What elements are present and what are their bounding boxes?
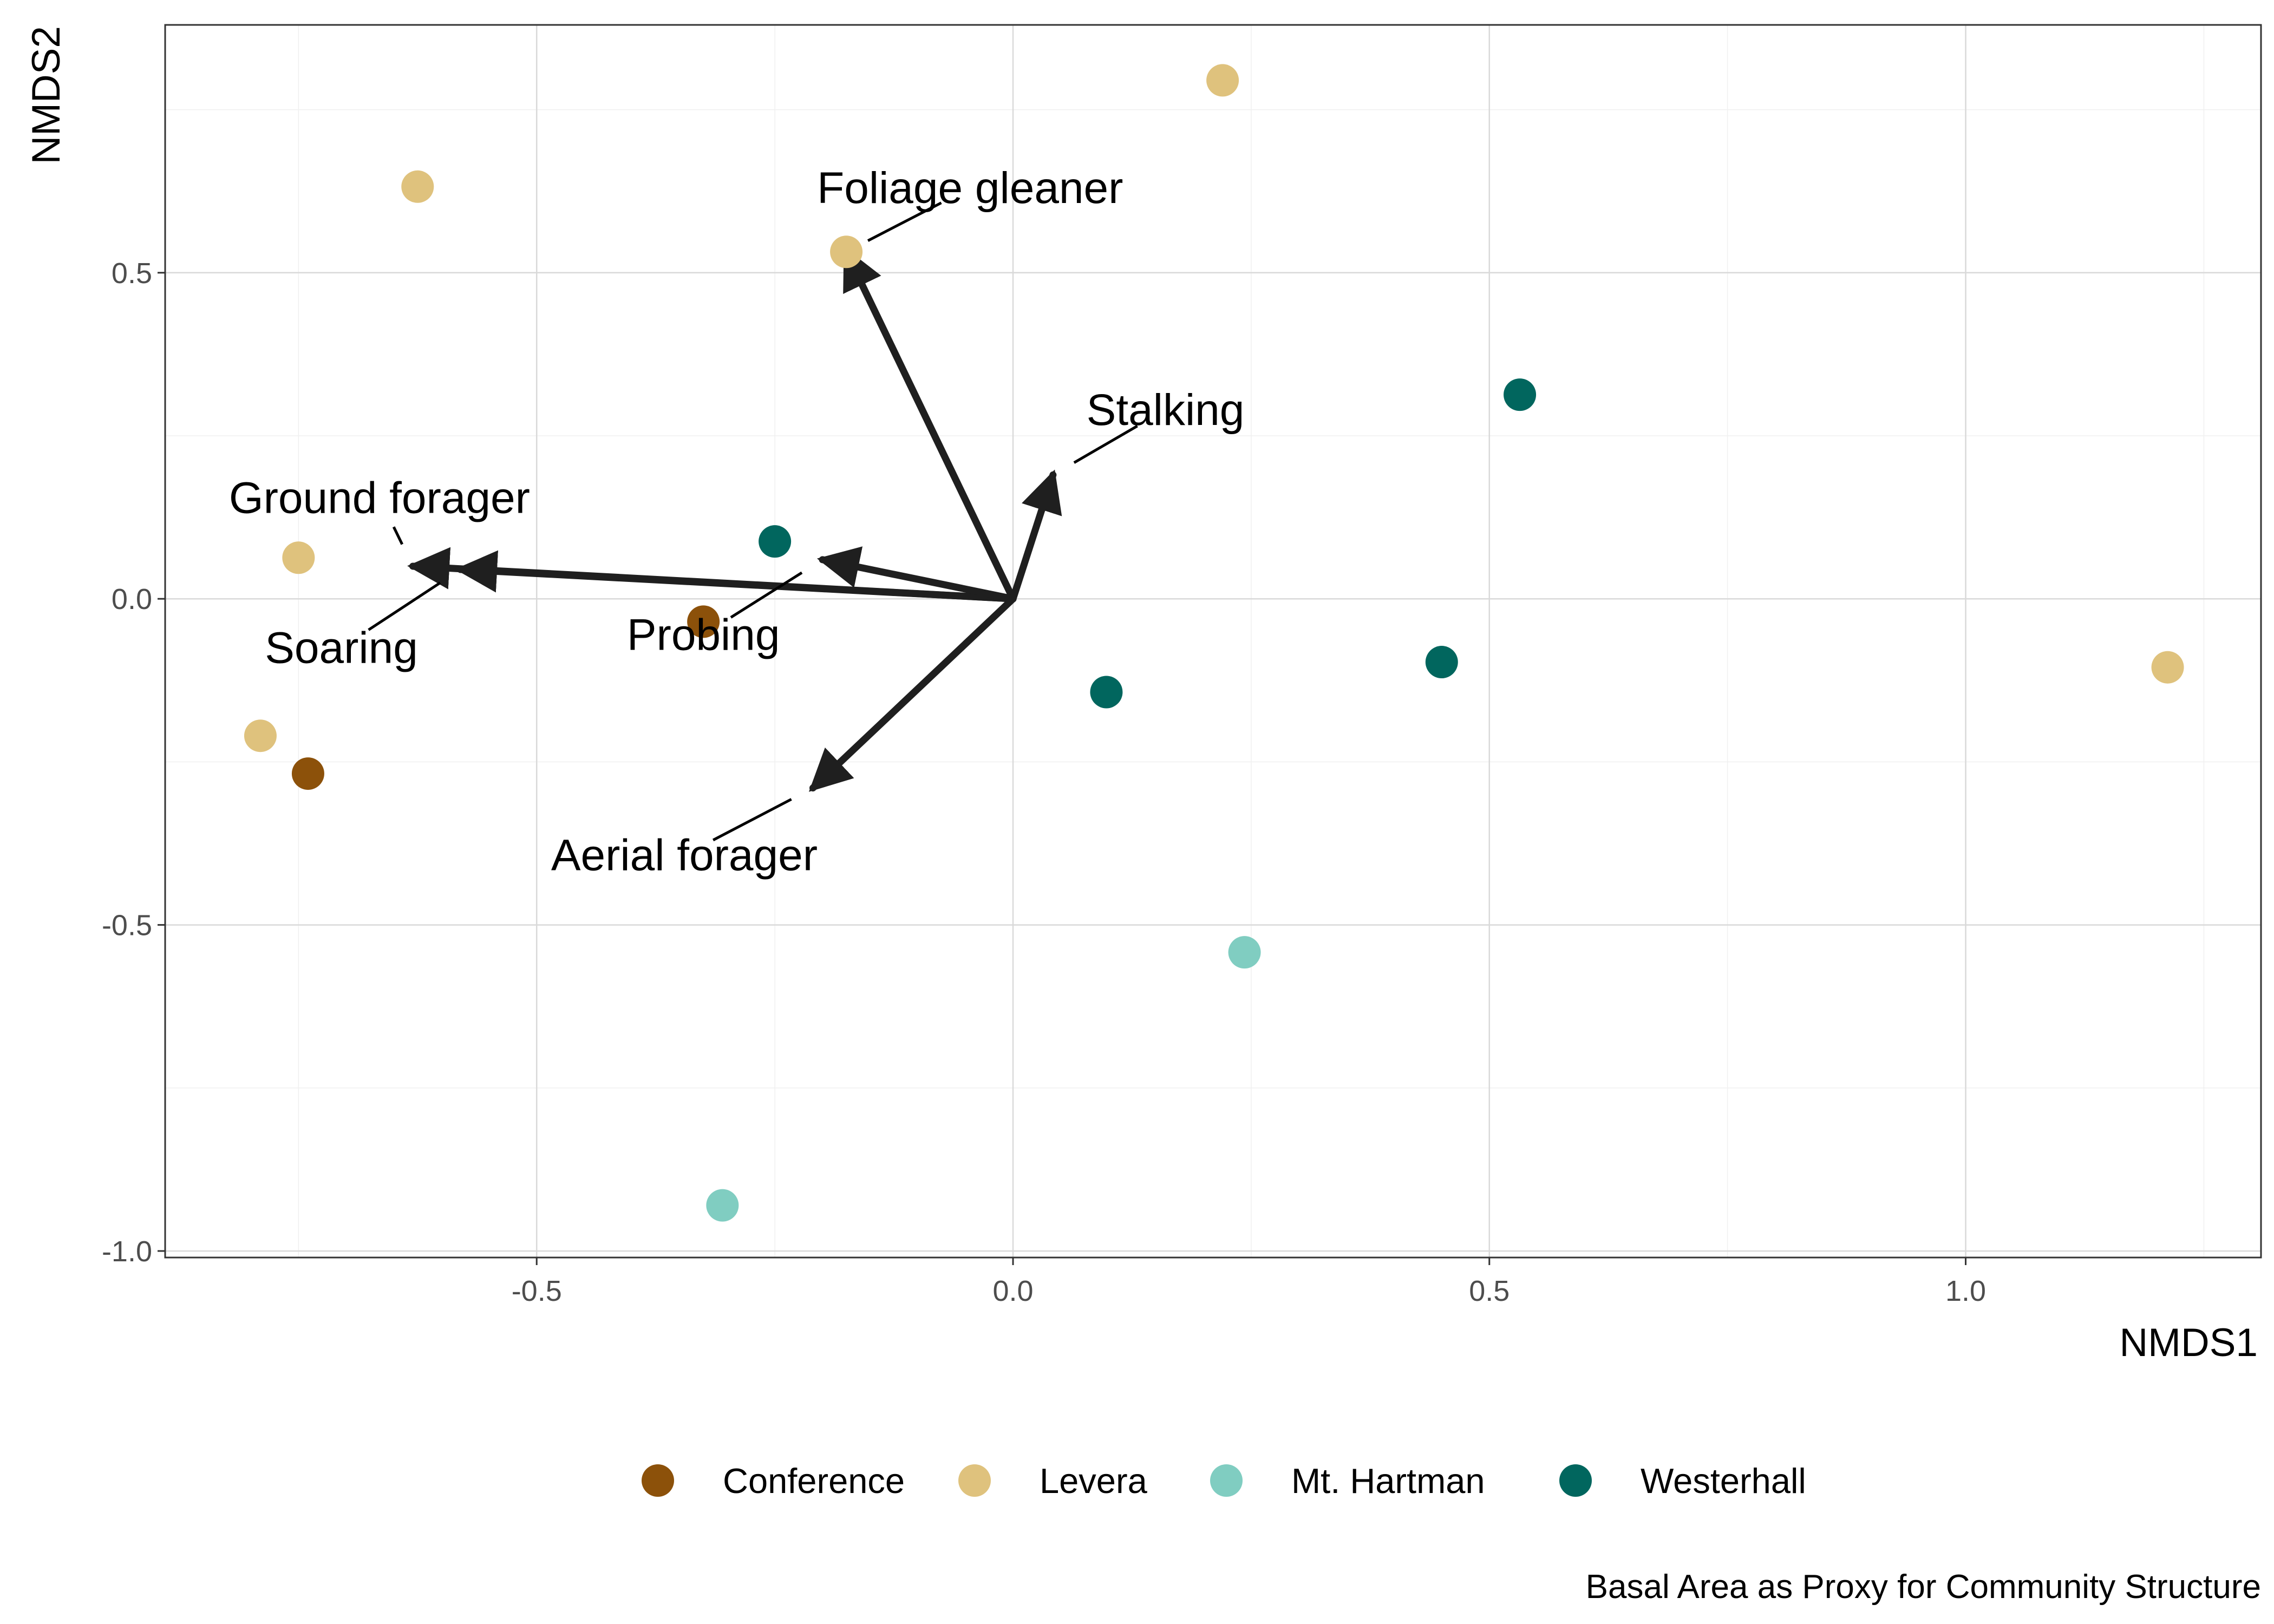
vector-label-leader	[730, 571, 803, 619]
site-point	[830, 235, 863, 269]
legend-label: Conference	[723, 1461, 905, 1501]
vector-label-leader	[867, 201, 942, 242]
legend-key	[1210, 1464, 1243, 1497]
site-point	[401, 170, 434, 203]
legend-label: Westerhall	[1641, 1461, 1806, 1501]
vector-label-leader	[712, 798, 792, 842]
site-point	[759, 525, 792, 558]
legend-key	[642, 1464, 674, 1497]
vector-arrow	[842, 246, 1017, 603]
legend-key	[1559, 1464, 1592, 1497]
vector-arrow	[1009, 469, 1062, 603]
vector-label: Stalking	[1087, 385, 1245, 435]
x-axis-title: NMDS1	[2119, 1321, 2258, 1365]
plot-panel-border	[164, 24, 2262, 1259]
x-tick-label: 0.0	[992, 1275, 1033, 1307]
y-tick-label: 0.0	[112, 583, 152, 615]
chart-caption: Basal Area as Proxy for Community Struct…	[1586, 1568, 2261, 1606]
vector-arrow	[455, 550, 1017, 603]
vector-label-leader	[368, 581, 441, 631]
site-point	[1504, 378, 1537, 411]
y-tick-label: -0.5	[102, 909, 152, 942]
vector-label-leader	[1073, 424, 1138, 464]
site-point	[244, 719, 277, 752]
x-tick-label: 1.0	[1945, 1275, 1986, 1307]
vector-arrow	[816, 546, 1017, 603]
site-point	[291, 757, 324, 790]
axis-layer: -0.5 0.0 0.5 1.0 -1.0 -0.5 0.0 0.5	[102, 257, 1986, 1307]
y-axis-title: NMDS2	[24, 26, 68, 165]
vector-label: Soaring	[265, 624, 418, 673]
legend-label: Levera	[1040, 1461, 1148, 1501]
site-point	[706, 1189, 739, 1222]
site-point	[1206, 64, 1239, 97]
legend-label: Mt. Hartman	[1291, 1461, 1485, 1501]
site-point	[687, 605, 720, 638]
vector-label-layer: Foliage gleaner Stalking Ground forager Soa…	[229, 163, 1245, 880]
site-point	[1425, 646, 1458, 679]
vector-label: Probing	[627, 610, 780, 659]
vector-label: Foliage gleaner	[817, 163, 1123, 213]
site-point	[1228, 936, 1261, 969]
site-point	[1090, 676, 1123, 709]
legend-key	[958, 1464, 991, 1497]
vector-layer	[407, 246, 1062, 792]
x-tick-label: 0.5	[1469, 1275, 1510, 1307]
vector-arrow	[808, 595, 1017, 792]
y-tick-label: -1.0	[102, 1235, 152, 1268]
vector-label: Aerial forager	[551, 831, 818, 880]
legend: Conference Levera Mt. Hartman Westerhall	[642, 1461, 1806, 1501]
y-tick-label: 0.5	[112, 257, 152, 290]
x-tick-label: -0.5	[512, 1275, 562, 1307]
vector-label: Ground forager	[229, 473, 530, 522]
vector-label-leader	[392, 526, 404, 545]
point-layer	[244, 64, 2184, 1222]
site-point	[2151, 651, 2184, 684]
plot-panel-background	[165, 25, 2261, 1258]
site-point	[282, 541, 315, 574]
grid-layer	[165, 25, 2261, 1258]
